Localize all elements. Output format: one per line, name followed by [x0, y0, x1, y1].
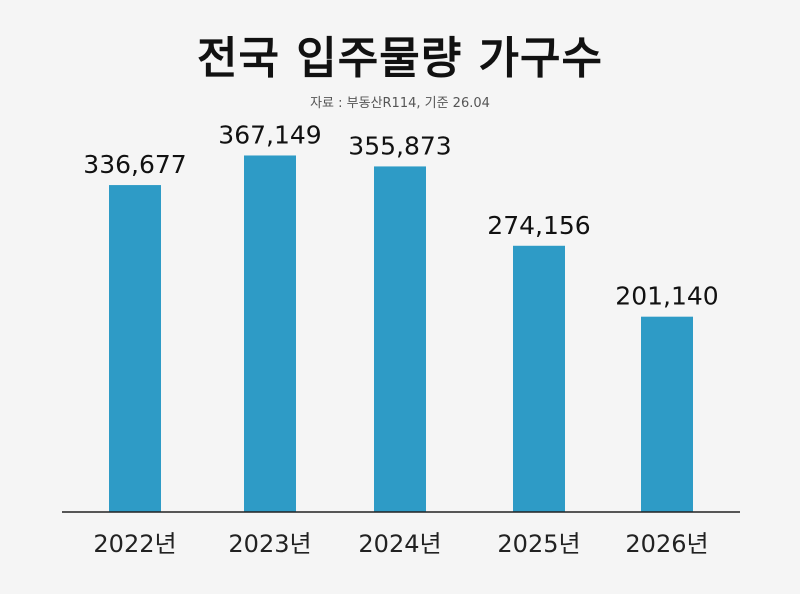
- x-tick-label: 2023년: [228, 530, 311, 558]
- chart-source-note: 자료 : 부동산R114, 기준 26.04: [310, 96, 490, 111]
- bar-value-label: 274,156: [487, 211, 590, 240]
- x-tick-label: 2022년: [93, 530, 176, 558]
- bar-2022년: [109, 185, 161, 512]
- bar-value-label: 201,140: [615, 282, 718, 311]
- x-tick-label: 2026년: [625, 530, 708, 558]
- bar-2026년: [641, 316, 693, 512]
- bar-2025년: [513, 245, 565, 512]
- bar-2023년: [244, 155, 296, 512]
- bar-2024년: [374, 166, 426, 512]
- x-tick-label: 2024년: [358, 530, 441, 558]
- chart-title: 전국 입주물량 가구수: [197, 33, 603, 84]
- bar-value-label: 367,149: [218, 120, 321, 149]
- x-tick-label: 2025년: [497, 530, 580, 558]
- bar-value-label: 336,677: [83, 150, 186, 179]
- bar-value-label: 355,873: [348, 131, 451, 160]
